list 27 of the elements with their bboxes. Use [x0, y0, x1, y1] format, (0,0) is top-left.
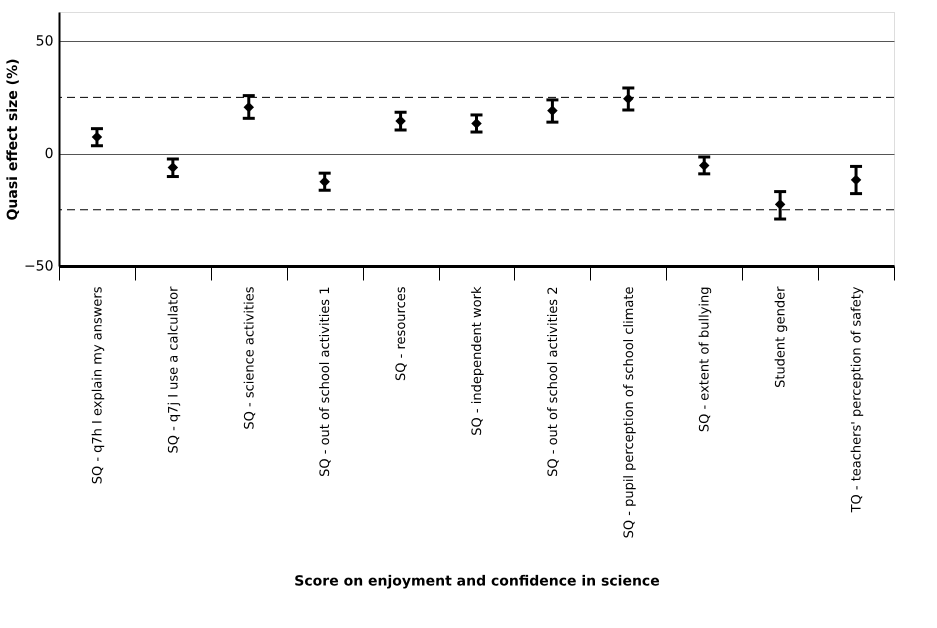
point — [244, 102, 254, 113]
x-tick-label: SQ - out of school activities 2 — [546, 286, 561, 477]
x-tick-label: SQ - resources — [394, 286, 410, 381]
y-axis-title: Quasi effect size (%) — [4, 58, 21, 220]
x-axis-title: Score on enjoyment and confidence in science — [294, 574, 660, 590]
point — [395, 116, 406, 126]
point — [92, 132, 102, 142]
y-tick-label: 0 — [44, 146, 54, 162]
point — [547, 105, 558, 116]
point — [168, 162, 178, 173]
x-tick-label: SQ - extent of bullying — [698, 286, 713, 432]
x-tick-label: SQ - science activities — [242, 286, 258, 430]
point — [623, 94, 634, 104]
point — [774, 199, 786, 210]
x-tick-label: SQ - independent work — [470, 286, 485, 436]
point — [698, 160, 710, 171]
y-tick-label: −50 — [24, 258, 54, 274]
x-tick-label: SQ - q7h I explain my answers — [90, 286, 106, 484]
x-tick-label: SQ - out of school activities 1 — [318, 286, 334, 477]
x-tick-label: SQ - q7j I use a calculator — [166, 286, 182, 454]
x-tick-label: TQ - teachers' perception of safety — [850, 286, 865, 514]
point — [319, 176, 330, 187]
point — [471, 118, 482, 129]
point — [850, 174, 862, 186]
x-tick-label: SQ - pupil perception of school climate — [622, 286, 637, 538]
y-tick-label: 50 — [36, 34, 54, 50]
x-tick-label: Student gender — [774, 286, 789, 388]
